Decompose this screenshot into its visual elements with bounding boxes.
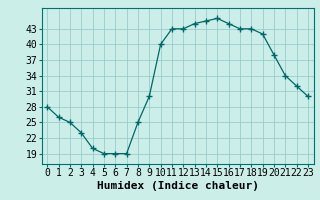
X-axis label: Humidex (Indice chaleur): Humidex (Indice chaleur) <box>97 181 259 191</box>
